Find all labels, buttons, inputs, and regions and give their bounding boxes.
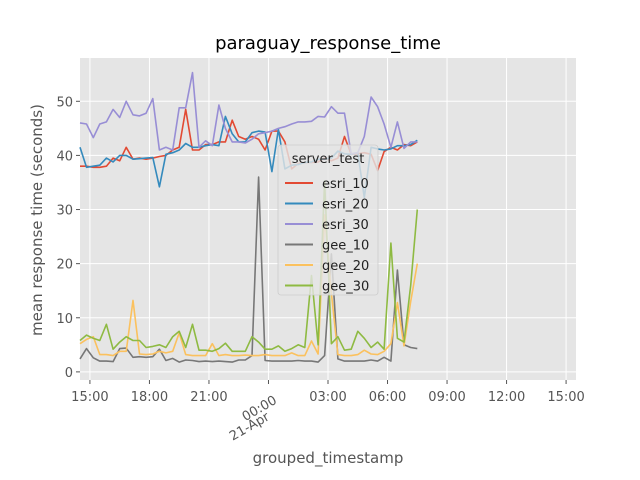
- x-tick-label: 06:00: [369, 390, 406, 405]
- x-tick-label: 21:00: [190, 390, 227, 405]
- chart-title: paraguay_response_time: [215, 33, 441, 54]
- y-tick-label: 40: [56, 149, 73, 164]
- series-line-gee-10: [79, 176, 418, 363]
- legend-label-gee-10: gee_10: [322, 239, 369, 254]
- y-tick-label: 0: [65, 366, 73, 381]
- series-line-gee-20: [79, 214, 419, 357]
- x-tick-label: 03:00: [309, 390, 346, 405]
- x-tick-label: 15:00: [71, 390, 108, 405]
- x-tick-label: 09:00: [428, 390, 465, 405]
- legend-label-gee-30: gee_30: [322, 280, 369, 295]
- x-tick-label: 18:00: [131, 390, 168, 405]
- series-line-gee-30: [79, 180, 419, 353]
- y-tick-label: 30: [56, 204, 73, 219]
- legend-title: server_test: [292, 152, 365, 167]
- legend-label-esri-10: esri_10: [322, 177, 369, 192]
- legend-label-esri-30: esri_30: [322, 218, 369, 233]
- y-tick-label: 50: [56, 95, 73, 110]
- y-axis: 0 10 20 30 40 50: [56, 95, 80, 381]
- legend-label-gee-20: gee_20: [322, 259, 369, 274]
- x-axis-label: grouped_timestamp: [253, 449, 404, 468]
- x-tick-label: 15:00: [547, 390, 584, 405]
- y-axis-label: mean response time (seconds): [28, 104, 46, 336]
- legend-label-esri-20: esri_20: [322, 198, 369, 213]
- x-tick-label: 12:00: [488, 390, 525, 405]
- legend: server_test esri_10 esri_20 esri_30 gee_10g…: [277, 144, 379, 296]
- y-tick-label: 20: [56, 258, 73, 273]
- legend-items: esri_10 esri_20 esri_30 gee_10 gee_20 gee_30: [285, 177, 369, 295]
- y-tick-label: 10: [56, 312, 73, 327]
